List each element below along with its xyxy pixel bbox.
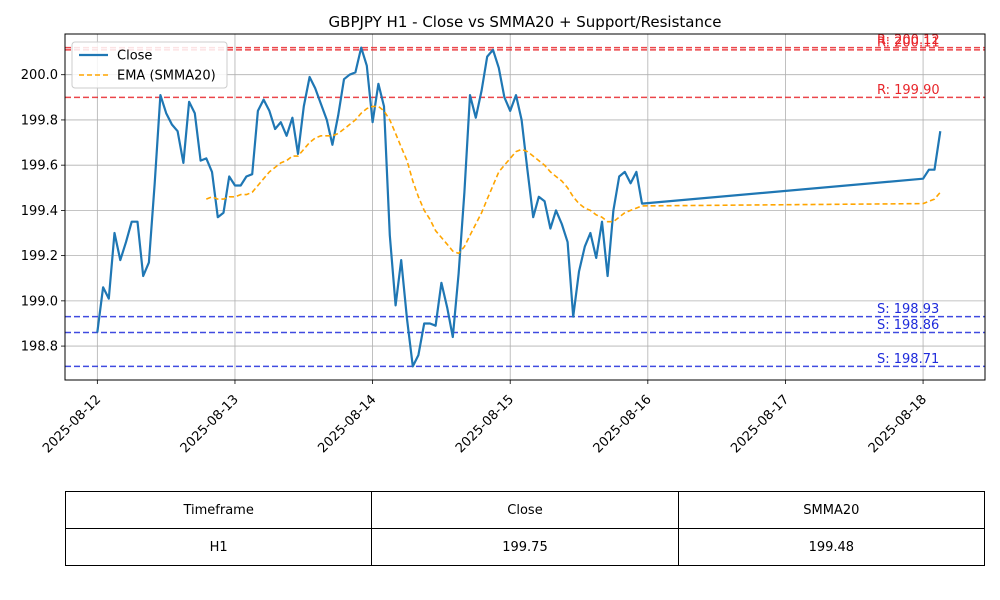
x-tick-label: 2025-08-12: [40, 392, 104, 456]
table-header-cell: SMMA20: [677, 491, 986, 529]
x-tick-label: 2025-08-17: [728, 392, 792, 456]
table-row: H1 199.75 199.48: [64, 528, 986, 566]
chart-title: GBPJPY H1 - Close vs SMMA20 + Support/Re…: [329, 13, 722, 31]
resistance-label: R: 200.12: [877, 33, 940, 48]
table-cell-timeframe: H1: [64, 528, 373, 566]
summary-table: Timeframe Close SMMA20 H1 199.75 199.48: [64, 491, 986, 566]
y-tick-label: 199.2: [21, 249, 58, 264]
resistance-label: R: 200.11: [877, 35, 940, 50]
legend: Close EMA (SMMA20): [71, 41, 228, 89]
table-header-row: Timeframe Close SMMA20: [64, 491, 986, 529]
table-cell-close: 199.75: [371, 528, 679, 566]
support-label: S: 198.71: [877, 352, 939, 367]
y-tick-label: 200.0: [21, 68, 58, 83]
y-tick-label: 199.0: [21, 294, 58, 309]
y-tick-label: 198.8: [21, 340, 58, 355]
resistance-label: R: 199.90: [877, 83, 940, 98]
plot-frame: [64, 33, 986, 381]
support-label: S: 198.86: [877, 318, 939, 333]
y-tick-label: 199.6: [21, 159, 58, 174]
legend-close-label: Close: [117, 49, 152, 64]
table-cell-smma20: 199.48: [677, 528, 986, 566]
table-header-cell: Timeframe: [64, 491, 373, 529]
series-line-close: [96, 46, 942, 368]
series-lines: [96, 46, 942, 368]
support-resistance-lines: R: 200.12R: 200.11R: 199.90S: 198.93S: 1…: [65, 33, 985, 368]
x-axis: 2025-08-12 2025-08-13 2025-08-14 2025-08-15…: [40, 380, 930, 456]
x-tick-label: 2025-08-16: [591, 392, 655, 456]
legend-smma-label: EMA (SMMA20): [117, 69, 216, 84]
chart: GBPJPY H1 - Close vs SMMA20 + Support/Re…: [21, 13, 986, 456]
table-header-cell: Close: [371, 491, 679, 529]
series-line-ema-smma20: [206, 105, 941, 255]
y-tick-label: 199.8: [21, 113, 58, 128]
legend-box: [71, 41, 228, 89]
y-tick-label: 199.4: [21, 204, 58, 219]
x-tick-label: 2025-08-15: [453, 392, 517, 456]
x-tick-label: 2025-08-13: [178, 392, 242, 456]
y-axis: 198.8 199.0 199.2 199.4 199.6 199.8 200.0: [21, 68, 65, 355]
x-tick-label: 2025-08-18: [866, 392, 930, 456]
support-label: S: 198.93: [877, 302, 939, 317]
x-tick-label: 2025-08-14: [315, 392, 379, 456]
